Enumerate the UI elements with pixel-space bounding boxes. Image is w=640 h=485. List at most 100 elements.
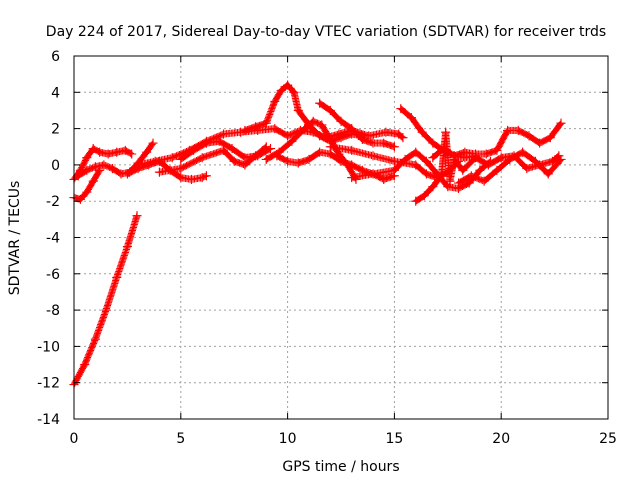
data-point	[503, 125, 513, 135]
data-point	[101, 305, 111, 315]
data-point	[197, 153, 207, 163]
data-point	[80, 360, 90, 370]
data-point	[400, 154, 410, 165]
data-point	[186, 174, 197, 184]
y-tick-label: -10	[37, 339, 60, 355]
data-point	[556, 118, 566, 128]
data-point	[492, 145, 502, 155]
data-point	[336, 133, 346, 143]
y-tick-label: -12	[37, 376, 60, 392]
data-point	[518, 147, 528, 157]
data-point	[287, 136, 297, 146]
data-point	[308, 116, 318, 126]
data-point	[218, 145, 229, 155]
y-tick-label: -4	[46, 231, 60, 247]
data-point	[368, 151, 378, 161]
data-point	[283, 156, 293, 166]
data-point	[315, 98, 325, 108]
y-tick-label: 4	[51, 85, 60, 101]
data-point	[347, 160, 357, 170]
data-point	[112, 272, 122, 282]
data-point	[483, 160, 493, 170]
data-point	[396, 104, 406, 114]
data-point	[127, 149, 137, 159]
data-point	[556, 154, 566, 165]
chart-title: Day 224 of 2017, Sidereal Day-to-day VTE…	[46, 24, 606, 40]
x-tick-label: 0	[70, 431, 79, 447]
series-track-7	[154, 142, 271, 177]
data-point	[133, 160, 143, 170]
data-point	[357, 134, 367, 145]
data-point	[522, 163, 532, 174]
series-track-9	[240, 80, 367, 146]
data-point	[411, 147, 421, 157]
y-tick-label: -6	[46, 267, 60, 283]
series-track-14	[347, 147, 496, 194]
data-point	[347, 124, 357, 134]
data-point	[300, 124, 310, 134]
data-point	[325, 105, 335, 115]
data-point	[543, 169, 553, 179]
series-track-17	[428, 118, 566, 163]
data-point	[197, 173, 207, 183]
data-point	[347, 145, 357, 155]
y-tick-label: 6	[51, 49, 60, 65]
data-point	[475, 165, 485, 175]
grid-layer	[74, 56, 608, 419]
data-point	[441, 127, 451, 137]
data-point	[479, 176, 489, 186]
data-point	[265, 144, 276, 154]
data-layer	[69, 80, 566, 390]
data-point	[103, 149, 113, 159]
data-point	[90, 162, 100, 172]
data-point	[458, 165, 468, 175]
y-tick-label: -8	[46, 303, 60, 319]
data-point	[481, 149, 491, 159]
data-point	[545, 133, 555, 143]
data-point	[417, 127, 427, 137]
data-point	[82, 187, 92, 197]
y-tick-label: -14	[37, 412, 60, 428]
data-point	[443, 182, 453, 192]
data-point	[240, 125, 250, 135]
data-point	[261, 118, 271, 128]
data-point	[122, 242, 132, 252]
data-point	[496, 153, 506, 163]
data-point	[325, 142, 335, 152]
data-point	[315, 147, 325, 157]
data-point	[406, 113, 417, 123]
y-tick-label: -2	[46, 194, 60, 210]
data-point	[347, 173, 357, 183]
data-point	[524, 131, 534, 141]
data-point	[419, 191, 429, 201]
x-tick-label: 10	[279, 431, 297, 447]
data-point	[389, 156, 399, 166]
data-point	[492, 165, 502, 175]
data-point	[148, 138, 158, 148]
data-point	[176, 173, 186, 183]
data-marker-trace	[70, 212, 141, 389]
data-point	[82, 165, 92, 175]
data-point	[460, 147, 470, 157]
data-point	[453, 178, 464, 188]
data-point	[154, 167, 164, 177]
data-point	[411, 160, 421, 170]
data-marker-trace	[241, 81, 366, 145]
data-point	[270, 124, 280, 134]
data-point	[229, 156, 239, 166]
data-point	[201, 171, 211, 181]
series-track-18	[453, 147, 566, 188]
data-point	[251, 122, 261, 132]
data-point	[240, 160, 250, 170]
data-point	[236, 127, 246, 137]
data-point	[293, 105, 303, 115]
y-tick-label: 0	[51, 158, 60, 174]
data-point	[88, 144, 98, 154]
data-point	[445, 176, 455, 186]
data-point	[189, 145, 199, 155]
data-point	[530, 156, 540, 166]
data-point	[214, 136, 224, 146]
data-point	[120, 145, 130, 155]
data-point	[379, 138, 389, 148]
data-point	[261, 154, 271, 165]
